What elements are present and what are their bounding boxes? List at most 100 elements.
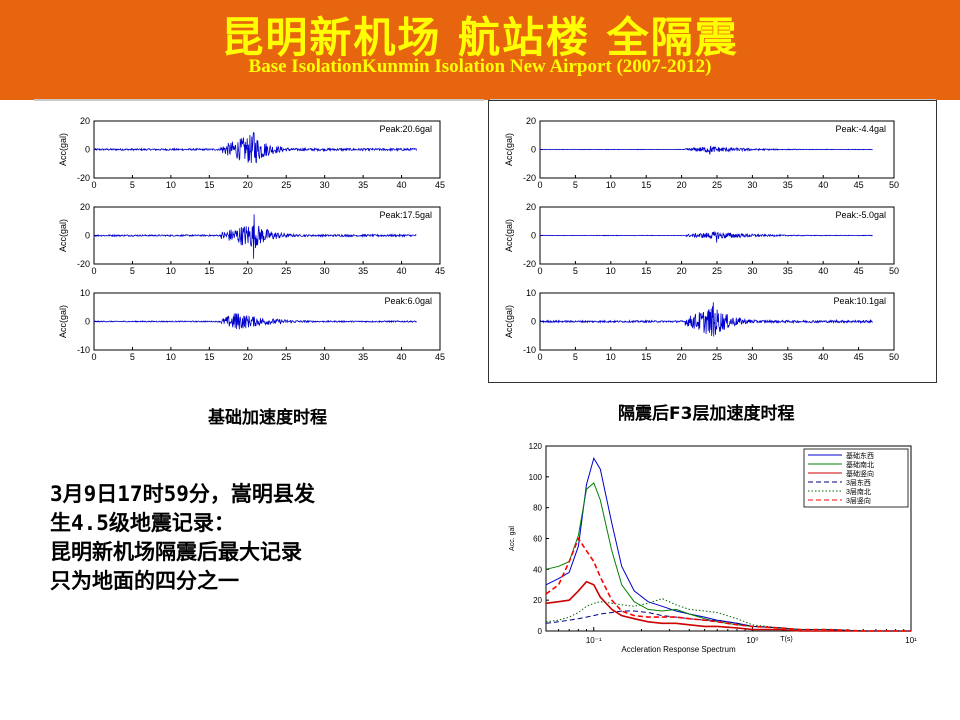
peak-label: Peak:-4.4gal (835, 124, 886, 134)
y-tick-label: 0 (531, 231, 536, 241)
y-tick-label: 10 (80, 288, 90, 298)
x-tick-label: 40 (397, 180, 407, 190)
legend-label: 3层南北 (846, 487, 871, 496)
x-tick-label: 40 (397, 352, 407, 362)
x-tick-label: 45 (435, 266, 445, 276)
x-tick-label: 45 (854, 266, 864, 276)
x-tick-label: 35 (358, 180, 368, 190)
caption-f3-floor: 隔震后F3层加速度时程 (618, 404, 795, 424)
title-banner: 昆明新机场 航站楼 全隔震 Base IsolationKunmin Isola… (0, 0, 960, 100)
x-tick-label: 10 (166, 266, 176, 276)
x-tick-label: 20 (677, 180, 687, 190)
waveform-trace (93, 313, 417, 330)
x-tick-label: 10 (166, 352, 176, 362)
y-axis-label: Acc(gal) (504, 305, 514, 338)
x-tick-label: 15 (641, 352, 651, 362)
x-tick-label: 50 (889, 266, 899, 276)
x-tick-label: 35 (783, 180, 793, 190)
slide-subtitle: Base IsolationKunmin Isolation New Airpo… (248, 56, 712, 77)
x-tick-label: 25 (281, 352, 291, 362)
legend-label: 基础南北 (846, 460, 874, 469)
note-line-4: 只为地面的四分之一 (50, 569, 239, 593)
y-tick-label: -10 (523, 345, 536, 355)
divider-line-left (34, 99, 484, 101)
y-tick-label: 60 (533, 535, 542, 544)
x-tick-label: 35 (358, 266, 368, 276)
x-tick-label: 5 (130, 352, 135, 362)
y-tick-label: 0 (531, 317, 536, 327)
x-tick-label: 15 (204, 266, 214, 276)
y-tick-label: 0 (531, 145, 536, 155)
y-tick-label: 120 (529, 442, 543, 451)
peak-label: Peak:-5.0gal (835, 210, 886, 220)
x-tick-label: 0 (91, 352, 96, 362)
x-tick-label: 20 (243, 266, 253, 276)
x-tick-label: 30 (747, 180, 757, 190)
x-tick-label: 35 (783, 266, 793, 276)
x-tick-label: 50 (889, 352, 899, 362)
x-tick-label: 10 (606, 180, 616, 190)
peak-label: Peak:20.6gal (379, 124, 432, 134)
x-tick-label: 0 (537, 352, 542, 362)
x-tick-label: 10⁰ (746, 636, 758, 645)
y-tick-label: 10 (526, 288, 536, 298)
x-tick-label: 5 (130, 180, 135, 190)
note-line-2: 生4.5级地震记录： (50, 511, 235, 535)
slide-title: 昆明新机场 航站楼 全隔震 (221, 13, 739, 62)
y-tick-label: 0 (85, 317, 90, 327)
y-axis-label: Acc(gal) (58, 219, 68, 252)
y-tick-label: 40 (533, 565, 542, 574)
time-history-chart-4 (539, 120, 895, 179)
legend-box (803, 448, 909, 508)
waveform-trace (93, 131, 417, 164)
y-axis-label: Acc. gal (509, 526, 516, 551)
x-tick-label: 40 (397, 266, 407, 276)
x-tick-label: 50 (889, 180, 899, 190)
y-tick-label: -20 (77, 259, 90, 269)
x-tick-label: 5 (130, 266, 135, 276)
x-tick-label: 0 (537, 180, 542, 190)
x-tick-label: 45 (854, 352, 864, 362)
caption-foundation: 基础加速度时程 (208, 408, 327, 428)
time-history-chart-3 (93, 292, 441, 351)
y-tick-label: -20 (523, 173, 536, 183)
y-tick-label: 0 (85, 145, 90, 155)
x-tick-label: 30 (320, 180, 330, 190)
x-tick-label: 40 (818, 180, 828, 190)
earthquake-note: 3月9日17时59分，嵩明县发 生4.5级地震记录： 昆明新机场隔震后最大记录 … (50, 480, 470, 596)
y-tick-label: 20 (80, 116, 90, 126)
spectrum-series-line (545, 580, 911, 632)
spectrum-series-line (545, 536, 911, 632)
waveform-trace (539, 302, 873, 337)
f3-records-frame (488, 100, 937, 383)
x-tick-label: 25 (281, 266, 291, 276)
y-tick-label: 20 (526, 202, 536, 212)
x-tick-label: 20 (243, 180, 253, 190)
peak-label: Peak:10.1gal (833, 296, 886, 306)
x-tick-label: 35 (358, 352, 368, 362)
x-tick-label: 40 (818, 266, 828, 276)
x-tick-label: 20 (677, 352, 687, 362)
x-tick-label: 25 (712, 352, 722, 362)
y-tick-label: -10 (77, 345, 90, 355)
x-tick-label: 15 (204, 180, 214, 190)
y-tick-label: 100 (529, 473, 543, 482)
x-tick-label: 5 (573, 266, 578, 276)
time-history-chart-6 (539, 292, 895, 351)
y-tick-label: 0 (85, 231, 90, 241)
y-tick-label: 20 (526, 116, 536, 126)
x-axis-label: Accleration Response Spectrum (621, 645, 736, 654)
spectrum-legend (803, 448, 909, 508)
y-axis-label: Acc(gal) (504, 133, 514, 166)
x-axis-unit: T(s) (780, 636, 792, 643)
x-tick-label: 45 (435, 352, 445, 362)
x-tick-label: 45 (435, 180, 445, 190)
x-tick-label: 15 (641, 180, 651, 190)
x-tick-label: 40 (818, 352, 828, 362)
y-axis-label: Acc(gal) (58, 305, 68, 338)
waveform-trace (540, 230, 873, 243)
waveform-trace (93, 214, 417, 259)
x-tick-label: 0 (537, 266, 542, 276)
x-tick-label: 25 (712, 266, 722, 276)
